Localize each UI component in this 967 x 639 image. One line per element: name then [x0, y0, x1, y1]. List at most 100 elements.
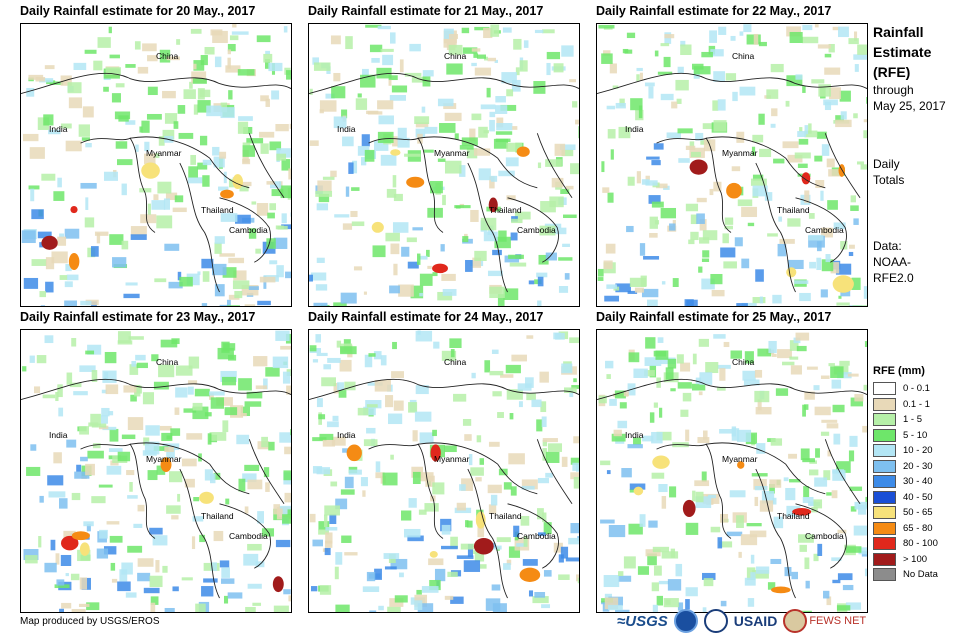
rain-cell: [228, 90, 233, 100]
rain-cell: [321, 377, 336, 387]
rain-cell: [162, 129, 175, 140]
rain-cell: [627, 444, 643, 449]
rain-cell: [466, 148, 478, 159]
rain-cell: [498, 230, 507, 242]
rain-cell: [823, 470, 831, 481]
rain-cell: [837, 529, 847, 534]
rain-cell: [373, 351, 382, 360]
rain-cell: [771, 108, 778, 117]
sidebar-source2: RFE2.0: [873, 271, 914, 285]
rain-cell: [50, 539, 56, 551]
rain-cell: [366, 427, 376, 434]
rain-cell: [130, 234, 147, 240]
rain-cell: [273, 504, 280, 515]
rain-cell: [465, 259, 473, 272]
rain-cell: [854, 501, 867, 510]
rain-cell: [560, 188, 570, 194]
rain-cell: [318, 521, 330, 531]
rain-cell: [191, 536, 196, 550]
rain-cell: [845, 602, 862, 610]
rain-cell: [53, 452, 62, 464]
rain-cell: [547, 443, 563, 452]
rain-cell: [78, 124, 90, 137]
rain-cell: [210, 562, 217, 572]
rain-cell: [474, 250, 487, 261]
rain-cell: [385, 395, 394, 408]
rain-cell: [799, 292, 811, 302]
rain-cell: [195, 603, 206, 612]
rain-cell: [534, 29, 544, 34]
rain-cell: [357, 93, 362, 98]
rain-cell: [814, 24, 819, 28]
rain-cell: [769, 484, 775, 494]
rain-cell: [175, 387, 188, 398]
rain-cell: [709, 30, 718, 43]
rain-cell: [804, 125, 809, 135]
rain-cell: [487, 270, 503, 277]
rain-cell: [177, 105, 186, 114]
rain-cell: [677, 602, 684, 611]
rain-cell: [782, 361, 795, 366]
rain-cell: [147, 470, 158, 481]
rain-cell: [416, 589, 422, 595]
rain-cell: [357, 407, 369, 416]
rain-cell: [656, 183, 668, 189]
rain-cell: [265, 98, 270, 107]
rain-cell: [29, 147, 45, 159]
rain-cell: [353, 266, 363, 271]
rain-cell: [280, 345, 291, 350]
rain-cell: [427, 265, 432, 269]
rain-cell: [153, 381, 169, 390]
rain-cell: [472, 257, 482, 268]
rain-cell: [415, 330, 433, 342]
rain-cell: [685, 203, 699, 212]
rain-cell: [222, 376, 237, 386]
rain-cell: [647, 553, 657, 566]
rain-cell: [91, 370, 98, 382]
rain-cell: [92, 443, 101, 449]
rain-cell: [419, 292, 423, 297]
rain-cell: [244, 464, 260, 471]
rain-cell: [736, 131, 745, 143]
rain-cell: [128, 336, 144, 340]
rain-cell: [769, 479, 782, 488]
rain-cell: [759, 500, 774, 512]
rain-cell: [542, 448, 547, 461]
rain-cell: [658, 580, 669, 585]
rain-cell: [603, 50, 611, 56]
rain-cell: [238, 478, 246, 492]
rain-cell: [172, 207, 187, 213]
rain-cell: [44, 562, 57, 573]
rain-cell: [158, 364, 175, 378]
rain-cell: [259, 276, 276, 283]
rain-cell: [364, 149, 375, 162]
rain-cell: [22, 133, 39, 142]
rain-cell: [338, 390, 347, 398]
label-india: India: [49, 124, 68, 134]
rain-cell: [826, 596, 832, 606]
rain-cell: [495, 105, 508, 114]
rain-cell: [275, 124, 289, 132]
label-myanmar: Myanmar: [146, 148, 182, 158]
rain-cell: [759, 148, 772, 158]
rain-cell: [770, 438, 783, 446]
rain-cell: [470, 209, 479, 222]
country-border: [248, 133, 285, 199]
rain-cell: [742, 370, 756, 381]
rain-cell: [202, 175, 210, 187]
rain-cell: [658, 484, 668, 493]
rain-cell: [644, 357, 662, 366]
rain-cell: [577, 577, 579, 584]
panel-title: Daily Rainfall estimate for 20 May., 201…: [20, 4, 256, 18]
rain-cell: [642, 435, 654, 442]
rain-cell: [201, 258, 214, 269]
rain-cell: [316, 467, 331, 475]
rain-cell: [309, 513, 316, 523]
rain-cell: [143, 437, 150, 446]
rain-cell: [836, 605, 851, 611]
rain-cell: [117, 451, 131, 462]
rain-cell: [600, 519, 615, 524]
heavy-rain-cell: [199, 491, 214, 504]
rain-cell: [771, 353, 777, 357]
rain-cell: [228, 178, 235, 188]
